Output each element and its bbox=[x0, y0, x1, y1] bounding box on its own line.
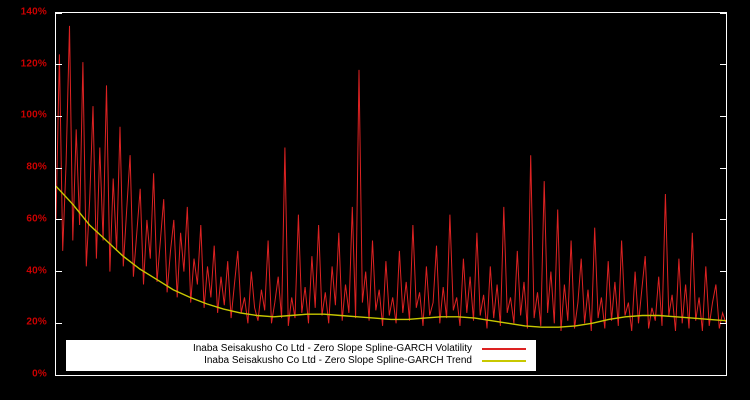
axis-tick-mark bbox=[720, 167, 726, 169]
y-axis-label: 40% bbox=[26, 265, 47, 277]
axis-tick-mark bbox=[720, 322, 726, 324]
legend-label-trend: Inaba Seisakusho Co Ltd - Zero Slope Spl… bbox=[204, 355, 472, 366]
axis-tick-mark bbox=[720, 115, 726, 117]
legend-item-volatility: Inaba Seisakusho Co Ltd - Zero Slope Spl… bbox=[76, 343, 526, 355]
y-axis-label: 80% bbox=[26, 161, 47, 173]
axis-tick-mark bbox=[56, 322, 62, 324]
axis-tick-mark bbox=[720, 374, 726, 376]
axis-tick-mark bbox=[720, 219, 726, 221]
y-axis-label: 0% bbox=[32, 368, 47, 380]
legend-item-trend: Inaba Seisakusho Co Ltd - Zero Slope Spl… bbox=[76, 355, 526, 367]
y-axis-label: 140% bbox=[20, 6, 47, 18]
y-axis-label: 100% bbox=[20, 109, 47, 121]
legend: Inaba Seisakusho Co Ltd - Zero Slope Spl… bbox=[66, 340, 536, 371]
axis-tick-mark bbox=[56, 115, 62, 117]
axis-tick-mark bbox=[56, 12, 62, 14]
plot-area: Inaba Seisakusho Co Ltd - Zero Slope Spl… bbox=[55, 12, 727, 376]
y-axis-label: 20% bbox=[26, 316, 47, 328]
legend-line-trend-icon bbox=[482, 360, 526, 362]
volatility-series bbox=[56, 25, 726, 332]
axis-tick-mark bbox=[56, 271, 62, 273]
axis-tick-mark bbox=[56, 167, 62, 169]
legend-label-volatility: Inaba Seisakusho Co Ltd - Zero Slope Spl… bbox=[192, 343, 472, 354]
axis-tick-mark bbox=[56, 64, 62, 66]
axis-tick-mark bbox=[56, 219, 62, 221]
y-axis-label: 120% bbox=[20, 58, 47, 70]
legend-line-volatility-icon bbox=[482, 348, 526, 350]
axis-tick-mark bbox=[720, 12, 726, 14]
axis-tick-mark bbox=[720, 64, 726, 66]
plot-svg bbox=[56, 25, 726, 332]
axis-tick-mark bbox=[720, 271, 726, 273]
trend-series bbox=[56, 185, 726, 328]
y-axis-label: 60% bbox=[26, 213, 47, 225]
axis-tick-mark bbox=[56, 374, 62, 376]
